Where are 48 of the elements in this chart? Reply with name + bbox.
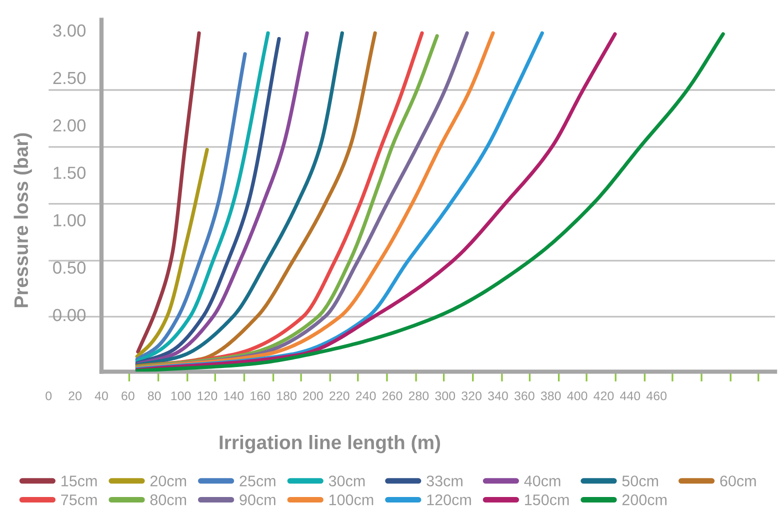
x-tick-label: 160 (250, 391, 270, 400)
legend-label: 40cm (524, 476, 560, 486)
x-tick-label: 340 (488, 391, 508, 400)
legend-label: 30cm (328, 476, 365, 486)
x-tick-label: 380 (540, 391, 561, 400)
x-tick-label: 320 (462, 391, 482, 400)
x-tick-label: 440 (620, 391, 640, 400)
x-axis-title: Irrigation line length (m) (220, 434, 440, 454)
x-tick-label: 40 (94, 391, 108, 400)
y-axis-title: Pressure loss (bar) (14, 133, 32, 308)
x-tick-label: 180 (277, 391, 296, 400)
x-tick-label: 420 (594, 391, 614, 400)
y-tick-label: 2.00 (53, 119, 86, 132)
legend-label: 120cm (427, 494, 471, 506)
legend-label: 33cm (426, 476, 462, 486)
x-tick-label: 100 (171, 391, 191, 400)
legend-label: 80cm (150, 494, 186, 506)
x-tick-label: 280 (408, 391, 429, 400)
y-tick-label: 1.50 (54, 166, 86, 179)
x-tick-label: 260 (382, 391, 402, 400)
y-tick-label: 2.50 (53, 72, 86, 84)
legend-label: 50cm (622, 476, 658, 486)
y-tick-label: 0.00 (53, 308, 86, 322)
x-tick-label: 120 (198, 391, 218, 400)
x-tick-label: 200 (303, 391, 323, 400)
x-tick-label: 240 (356, 391, 376, 400)
y-tick-label: 0.50 (53, 262, 86, 274)
legend-label: 15cm (62, 476, 97, 486)
y-tick-label: 1.00 (54, 214, 86, 226)
legend-label: 20cm (150, 476, 186, 486)
legend-label: 200cm (622, 494, 667, 506)
x-tick-label: 400 (567, 391, 588, 400)
x-tick-label: 0 (46, 391, 52, 400)
legend-label: 100cm (329, 494, 374, 506)
x-tick-label: 360 (514, 391, 534, 400)
y-tick-label: 3.00 (53, 24, 86, 37)
x-tick-label: 140 (224, 391, 244, 400)
legend-label: 75cm (61, 494, 97, 506)
legend-label: 25cm (240, 476, 276, 486)
x-tick-label: 20 (68, 391, 82, 400)
x-tick-label: 460 (646, 391, 667, 400)
legend-label: 60cm (720, 476, 756, 486)
x-tick-label: 220 (330, 391, 350, 400)
x-tick-label: 60 (122, 391, 134, 400)
x-tick-label: 300 (435, 391, 456, 400)
legend-label: 90cm (240, 494, 276, 506)
x-tick-label: 80 (148, 391, 161, 400)
legend-label: 150cm (525, 494, 569, 506)
